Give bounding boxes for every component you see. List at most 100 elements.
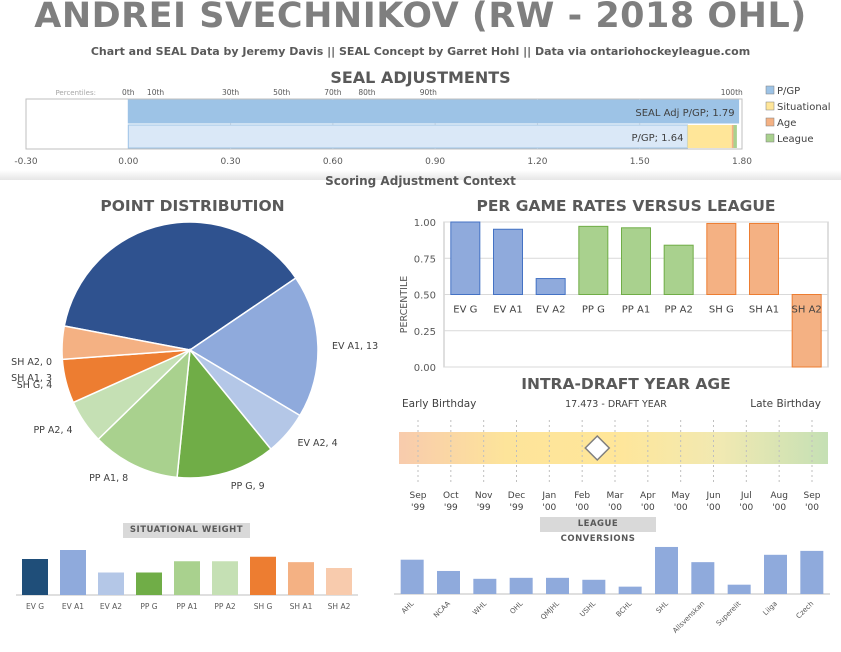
situational-bar <box>212 561 238 595</box>
seal-bar-label: P/GP; 1.64 <box>631 133 683 144</box>
league-bar <box>546 577 569 594</box>
percentile-label: 90th <box>420 88 437 97</box>
situational-bar <box>136 572 162 595</box>
seal-tick-label: -0.30 <box>14 157 38 167</box>
age-tick-month: May <box>671 491 690 501</box>
rates-category-label: PP G <box>582 305 605 316</box>
legend-label: Age <box>777 118 796 129</box>
age-tick-year: '00 <box>707 503 721 513</box>
situational-category-label: SH G <box>254 602 273 611</box>
rates-bar <box>663 244 694 295</box>
early-birthday-label: Early Birthday <box>402 398 476 410</box>
age-tick-year: '00 <box>641 503 655 513</box>
percentile-label: 50th <box>273 88 290 97</box>
pie-label: SH A1, 3 <box>11 373 52 384</box>
league-bar <box>618 586 642 594</box>
age-tick-month: Nov <box>475 491 493 501</box>
rates-category-label: SH G <box>709 305 734 316</box>
age-tick-month: Sep <box>410 491 427 501</box>
pie-label: EV A2, 4 <box>297 438 337 449</box>
age-tick-year: '00 <box>575 503 589 513</box>
league-category-label: NCAA <box>432 600 452 620</box>
age-marker-label: 17.473 - DRAFT YEAR <box>565 399 667 410</box>
league-bar <box>582 579 606 594</box>
point-distribution-pie: EV G, 27 EV A1, 13 EV A2, 4 PP G, 9 PP A1, 8… <box>11 215 378 492</box>
situational-bar <box>22 559 48 595</box>
seal-bar-situational <box>687 125 732 148</box>
pie-label: SH A2, 0 <box>11 357 52 368</box>
age-tick-year: '00 <box>805 503 819 513</box>
league-conversions-chart: AHL NCAA WHL OHL QMJHL USHL BCHL SHL Allsvenskan… <box>394 546 830 635</box>
percentile-label: 30th <box>222 88 239 97</box>
seal-title: SEAL ADJUSTMENTS <box>330 68 511 87</box>
rates-bar <box>450 221 481 295</box>
legend-label: P/GP <box>777 86 800 97</box>
seal-tick-label: 1.50 <box>630 157 650 167</box>
age-tick-month: Jul <box>740 491 752 501</box>
rates-tick-label: 0.75 <box>414 254 436 265</box>
legend-swatch <box>765 101 775 111</box>
league-bar <box>655 546 678 594</box>
league-category-label: Czech <box>795 600 816 621</box>
age-tick-year: '99 <box>510 503 524 513</box>
legend-swatch <box>765 117 775 127</box>
league-bar <box>400 559 424 594</box>
rates-tick-label: 0.50 <box>414 291 436 302</box>
late-birthday-label: Late Birthday <box>750 398 821 410</box>
seal-adjustments-chart: Percentiles: 0th 10th 30th 50th 70th 80th 90th 1… <box>14 85 831 167</box>
age-tick-month: Oct <box>443 491 459 501</box>
pie-slice <box>63 221 297 351</box>
page-subtitle: Chart and SEAL Data by Jeremy Davis || S… <box>90 45 751 58</box>
percentile-label: 100th <box>721 88 743 97</box>
league-bar <box>509 577 533 594</box>
pie-slice <box>188 277 319 417</box>
league-bar <box>473 578 497 594</box>
situational-bar <box>250 556 276 595</box>
league-bar <box>691 562 715 594</box>
seal-tick-label: 0.90 <box>425 157 445 167</box>
situational-bar <box>60 550 86 595</box>
seal-tick-label: 0.60 <box>323 157 343 167</box>
rates-title: PER GAME RATES VERSUS LEAGUE <box>476 197 776 215</box>
league-category-label: QMJHL <box>539 600 561 622</box>
situational-bar <box>174 561 200 595</box>
seal-bar-league <box>733 125 737 148</box>
rates-category-label: EV G <box>453 305 477 316</box>
league-category-label: Superelit <box>715 600 743 628</box>
pie-label: SH G, 4 <box>17 380 53 391</box>
seal-tick-label: 1.20 <box>527 157 547 167</box>
pie-label: PP G, 9 <box>231 481 265 492</box>
seal-bar-p-gp <box>127 99 740 124</box>
age-marker-diamond <box>584 434 611 462</box>
situational-category-label: EV A1 <box>62 602 84 611</box>
league-category-label: Allsvenskan <box>671 600 706 635</box>
league-bar <box>764 554 787 594</box>
percentile-label: 10th <box>147 88 164 97</box>
age-tick-year: '99 <box>477 503 491 513</box>
seal-tick-label: 0.00 <box>118 157 138 167</box>
section-divider <box>0 170 841 180</box>
age-title: INTRA-DRAFT YEAR AGE <box>521 375 731 393</box>
pie-label: EV A1, 13 <box>332 341 378 352</box>
pie-label: PP A2, 4 <box>33 425 72 436</box>
situational-category-label: EV A2 <box>100 602 122 611</box>
seal-bar-age <box>731 125 734 148</box>
league-conversions-title: LEAGUE CONVERSIONS <box>540 517 656 544</box>
legend-swatch <box>765 85 775 95</box>
age-tick-month: Feb <box>574 491 590 501</box>
rates-bar <box>578 225 609 296</box>
league-bar <box>800 550 824 594</box>
league-category-label: USHL <box>578 600 597 619</box>
league-category-label: SHL <box>655 600 670 615</box>
situational-bar <box>288 562 314 595</box>
pie-slice <box>61 325 191 361</box>
situational-category-label: SH A1 <box>290 602 313 611</box>
league-category-label: AHL <box>400 600 416 616</box>
situational-category-label: PP G <box>140 602 157 611</box>
league-bar <box>437 570 460 594</box>
legend-swatch <box>765 133 775 143</box>
point-distribution-title: POINT DISTRIBUTION <box>100 197 285 215</box>
legend-label: Situational <box>777 102 831 113</box>
situational-category-label: EV G <box>26 602 44 611</box>
pie-label: EV G, 27 <box>120 215 161 217</box>
